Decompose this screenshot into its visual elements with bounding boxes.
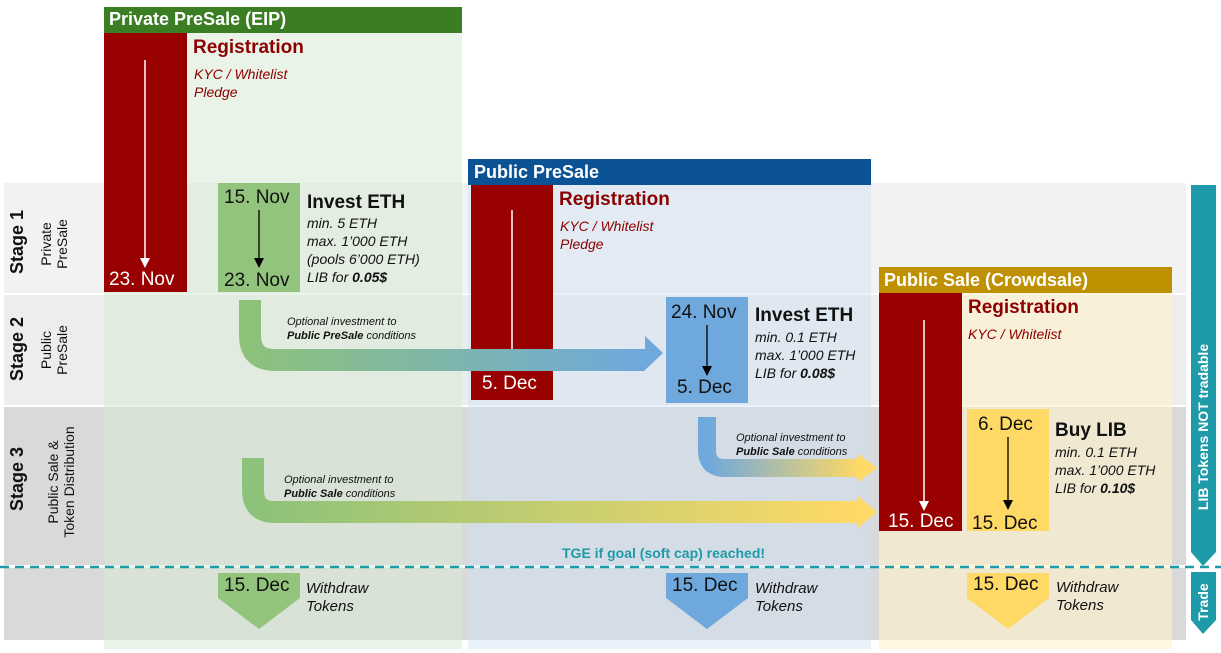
public-sale-withdraw-date: 15. Dec (973, 574, 1039, 595)
public-presale-invest-end: 5. Dec (677, 377, 732, 398)
private-registration-details: KYC / Whitelist Pledge (194, 66, 288, 100)
optional-public-sale-note-2: Optional investment to Public Sale condit… (736, 432, 848, 458)
public-presale-invest-title: Invest ETH (755, 305, 854, 326)
private-presale-header: Private PreSale (EIP) (109, 9, 287, 29)
public-presale-registration-end: 5. Dec (482, 373, 537, 394)
private-invest-end: 23. Nov (224, 270, 290, 291)
public-sale-buy-end: 15. Dec (972, 513, 1038, 534)
stage2-subtitle: Public PreSale (38, 325, 70, 375)
public-sale-header: Public Sale (Crowdsale) (884, 270, 1089, 290)
private-invest-title: Invest ETH (307, 192, 406, 213)
public-sale-registration-title: Registration (968, 297, 1079, 318)
trade-label: Trade (1195, 583, 1211, 621)
public-sale-buy-details: min. 0.1 ETH max. 1’000 ETH LIB for 0.10… (1055, 444, 1156, 496)
optional-public-presale-flow (239, 300, 645, 371)
public-sale-buy-title: Buy LIB (1055, 420, 1127, 441)
public-sale-registration-end: 15. Dec (888, 511, 954, 532)
optional-public-sale-flow-2 (698, 417, 860, 477)
stage3-title: Stage 3 (7, 446, 27, 512)
private-withdraw-label: Withdraw Tokens (306, 580, 369, 615)
public-presale-registration-title: Registration (559, 189, 670, 210)
private-registration-end: 23. Nov (109, 269, 175, 290)
public-presale-withdraw-date: 15. Dec (672, 575, 738, 596)
public-presale-header: Public PreSale (474, 162, 600, 182)
private-withdraw-chevron (218, 573, 300, 629)
public-sale-buy-start: 6. Dec (978, 414, 1033, 435)
public-sale-withdraw-chevron (967, 573, 1049, 629)
public-presale-registration-details: KYC / Whitelist Pledge (560, 218, 654, 252)
public-presale-header-bg (468, 159, 871, 185)
public-presale-invest-start: 24. Nov (671, 302, 737, 323)
stage3-subtitle: Public Sale & Token Distribution (45, 426, 77, 538)
public-presale-withdraw-label: Withdraw Tokens (755, 580, 818, 615)
tge-label: TGE if goal (soft cap) reached! (562, 545, 766, 561)
private-withdraw-date: 15. Dec (224, 575, 290, 596)
not-tradable-arrow (1191, 185, 1216, 566)
private-presale-header-bg (104, 7, 462, 33)
private-registration-title: Registration (193, 37, 304, 58)
public-sale-registration-details: KYC / Whitelist (968, 326, 1062, 342)
public-presale-withdraw-chevron (666, 573, 748, 629)
optional-public-sale-flow-1 (242, 458, 860, 523)
trade-arrow (1191, 572, 1216, 634)
optional-public-sale-note-1: Optional investment to Public Sale condit… (284, 474, 396, 500)
stage1-title: Stage 1 (7, 209, 27, 275)
public-sale-header-bg (879, 267, 1172, 293)
optional-public-presale-note: Optional investment to Public PreSale con… (287, 316, 417, 342)
not-tradable-label: LIB Tokens NOT tradable (1195, 343, 1211, 511)
public-presale-invest-details: min. 0.1 ETH max. 1’000 ETH LIB for 0.08… (755, 329, 856, 381)
private-invest-details: min. 5 ETH max. 1’000 ETH (pools 6’000 E… (307, 215, 420, 285)
private-invest-start: 15. Nov (224, 187, 290, 208)
public-sale-withdraw-label: Withdraw Tokens (1056, 579, 1119, 614)
public-sale-registration-bar (879, 293, 962, 531)
stage1-subtitle: Private PreSale (38, 219, 70, 269)
stage2-title: Stage 2 (7, 316, 27, 382)
